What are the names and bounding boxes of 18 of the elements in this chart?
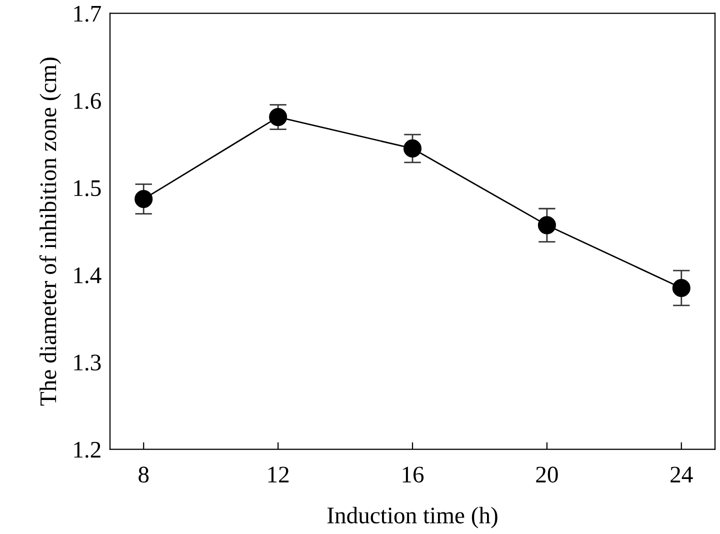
y-axis-title: The diameter of inhibition zone (cm) [39,58,62,406]
y-tick-label: 1.5 [74,180,101,196]
point [672,278,690,298]
point [538,216,556,234]
y-tick-label: 1.2 [74,442,100,458]
point [269,108,288,126]
x-axis-title: Induction time (h) [327,506,498,528]
x-tick-label: 12 [268,466,289,482]
point [134,190,153,208]
y-tick-label: 1.6 [74,93,101,110]
point [403,139,422,158]
y-tick-label: 1.4 [74,268,102,284]
x-tick-label: 24 [670,466,693,482]
x-tick-label: 8 [138,466,149,483]
x-tick-label: 20 [536,466,558,483]
y-tick-label: 1.3 [74,354,101,371]
y-tick-label: 1.7 [74,6,101,22]
x-tick-label: 16 [402,466,424,483]
